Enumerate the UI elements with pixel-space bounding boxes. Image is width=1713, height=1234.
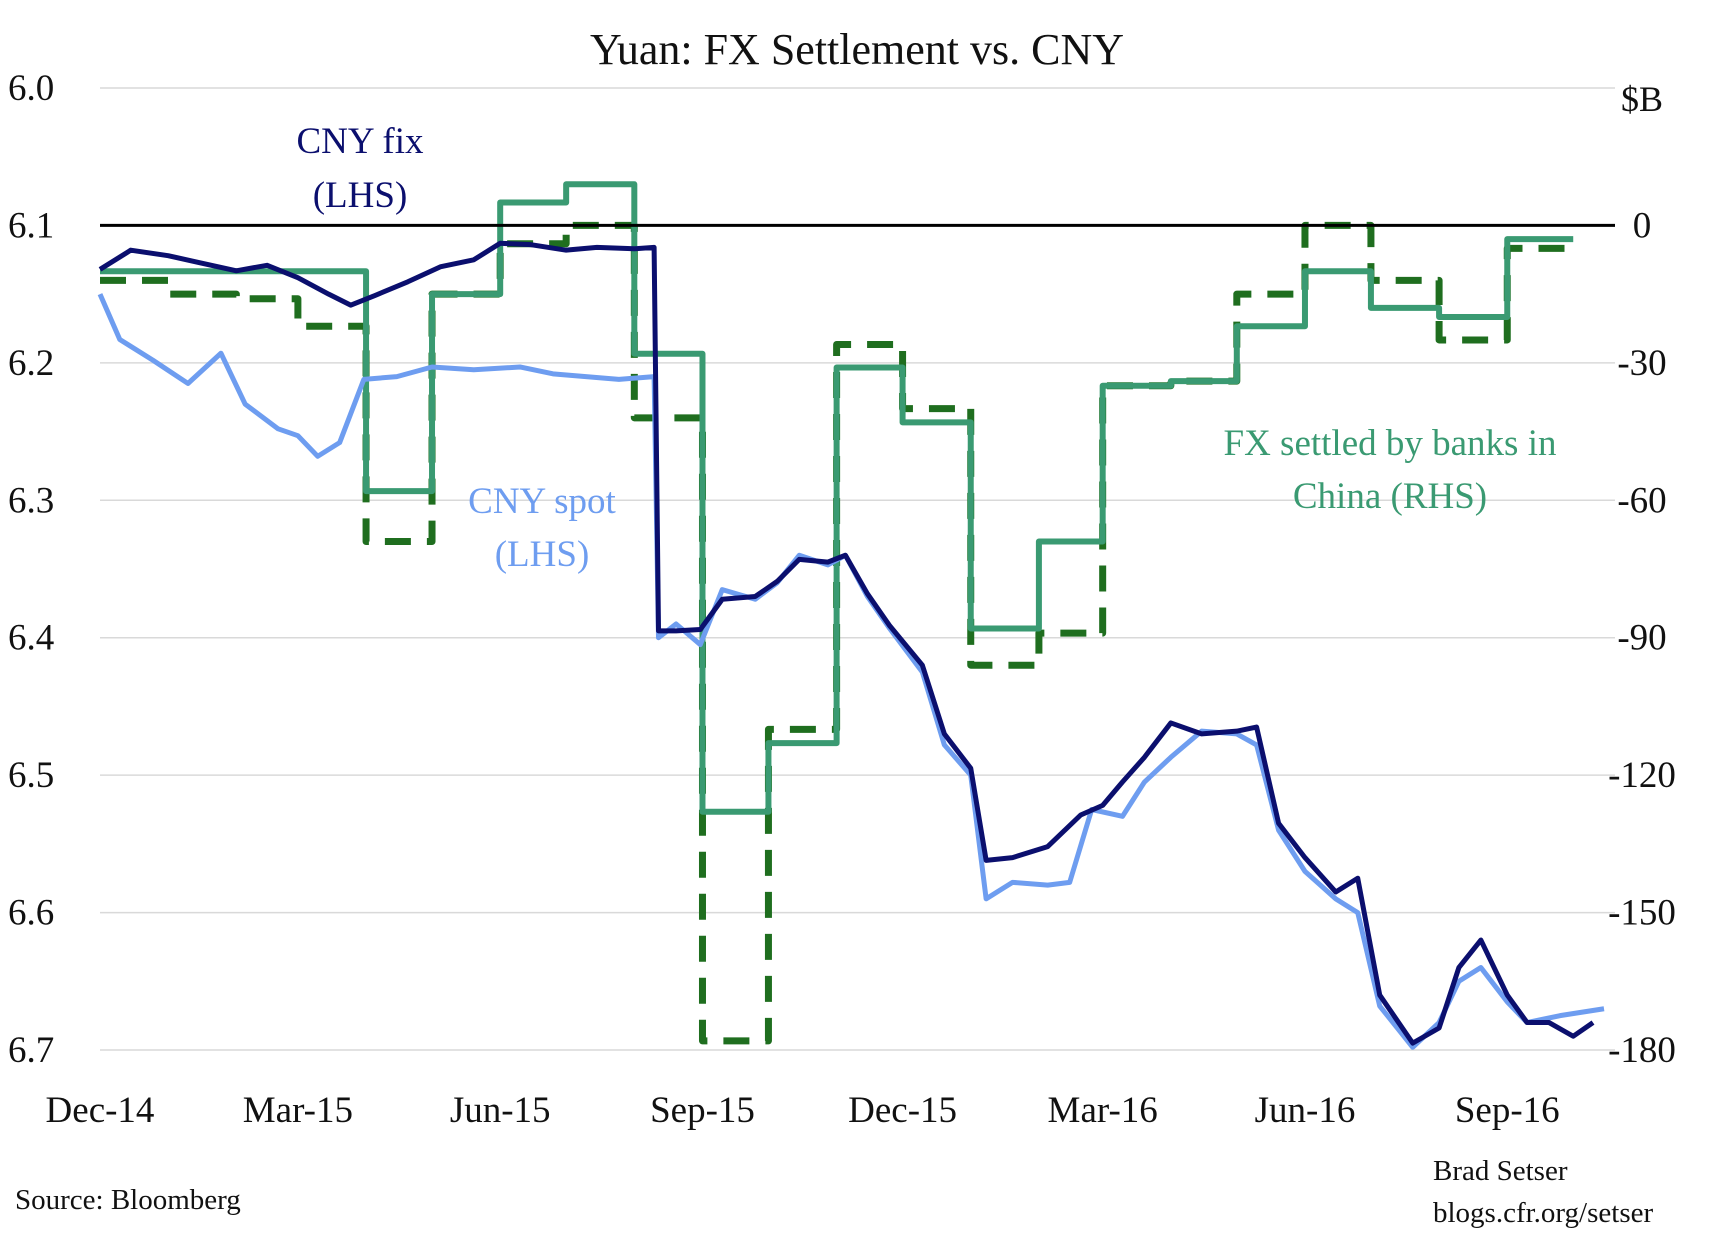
right-axis-tick-label: -120 bbox=[1608, 755, 1676, 796]
right-axis-tick-label: -180 bbox=[1608, 1030, 1676, 1071]
x-axis-tick-label: Jun-15 bbox=[450, 1090, 551, 1131]
left-axis-ticks: 6.0 6.1 6.2 6.3 6.4 6.5 6.6 6.7 bbox=[8, 68, 54, 1071]
chart-title: Yuan: FX Settlement vs. CNY bbox=[590, 25, 1124, 74]
right-axis-tick-label: -60 bbox=[1617, 480, 1666, 521]
right-axis-unit: $B bbox=[1621, 79, 1663, 119]
x-axis-tick-label: Dec-15 bbox=[848, 1090, 957, 1131]
x-axis-tick-label: Sep-15 bbox=[650, 1090, 755, 1131]
author-credit: Brad Setser bbox=[1433, 1155, 1568, 1187]
annotation-cny-fix: CNY fix (LHS) bbox=[296, 121, 424, 216]
x-axis-tick-label: Jun-16 bbox=[1255, 1090, 1356, 1131]
x-axis-tick-label: Mar-15 bbox=[243, 1090, 353, 1131]
x-axis-tick-label: Mar-16 bbox=[1048, 1090, 1158, 1131]
left-axis-tick-label: 6.7 bbox=[8, 1030, 54, 1071]
left-axis-tick-label: 6.6 bbox=[8, 893, 54, 934]
annotation-cny-spot-line1: CNY spot bbox=[468, 481, 616, 522]
annotation-cny-fix-line1: CNY fix bbox=[296, 121, 424, 162]
annotation-cny-spot: CNY spot (LHS) bbox=[468, 481, 616, 575]
annotation-fx-settled-line2: China (RHS) bbox=[1293, 476, 1487, 517]
x-axis-tick-label: Sep-16 bbox=[1455, 1090, 1560, 1131]
series-layer bbox=[97, 181, 1605, 1050]
annotation-cny-fix-line2: (LHS) bbox=[313, 175, 408, 216]
right-axis-ticks: 0 -30 -60 -90 -120 -150 -180 bbox=[1608, 205, 1676, 1071]
annotation-fx-settled-line1: FX settled by banks in bbox=[1224, 423, 1557, 464]
annotation-fx-settled: FX settled by banks in China (RHS) bbox=[1224, 423, 1557, 517]
right-axis-tick-label: -90 bbox=[1617, 618, 1666, 659]
left-axis-tick-label: 6.4 bbox=[8, 618, 54, 659]
source-note: Source: Bloomberg bbox=[15, 1184, 241, 1216]
right-axis-tick-label: 0 bbox=[1633, 205, 1652, 246]
left-axis-tick-label: 6.5 bbox=[8, 755, 54, 796]
right-axis-tick-label: -30 bbox=[1617, 343, 1666, 384]
left-axis-tick-label: 6.2 bbox=[8, 343, 54, 384]
author-url: blogs.cfr.org/setser bbox=[1433, 1197, 1653, 1229]
left-axis-tick-label: 6.3 bbox=[8, 480, 54, 521]
x-axis-tick-label: Dec-14 bbox=[46, 1090, 155, 1131]
annotation-cny-spot-line2: (LHS) bbox=[495, 534, 590, 575]
series-cny-fix bbox=[98, 240, 1595, 1046]
left-axis-tick-label: 6.0 bbox=[8, 68, 54, 109]
series-cny-spot bbox=[97, 293, 1605, 1050]
left-axis-tick-label: 6.1 bbox=[8, 205, 54, 246]
x-axis-ticks: Dec-14 Mar-15 Jun-15 Sep-15 Dec-15 Mar-16 Jun-… bbox=[46, 1090, 1560, 1131]
grid-lines bbox=[100, 87, 1615, 1051]
series-fx-settled bbox=[100, 181, 1574, 815]
right-axis-tick-label: -150 bbox=[1608, 893, 1676, 934]
